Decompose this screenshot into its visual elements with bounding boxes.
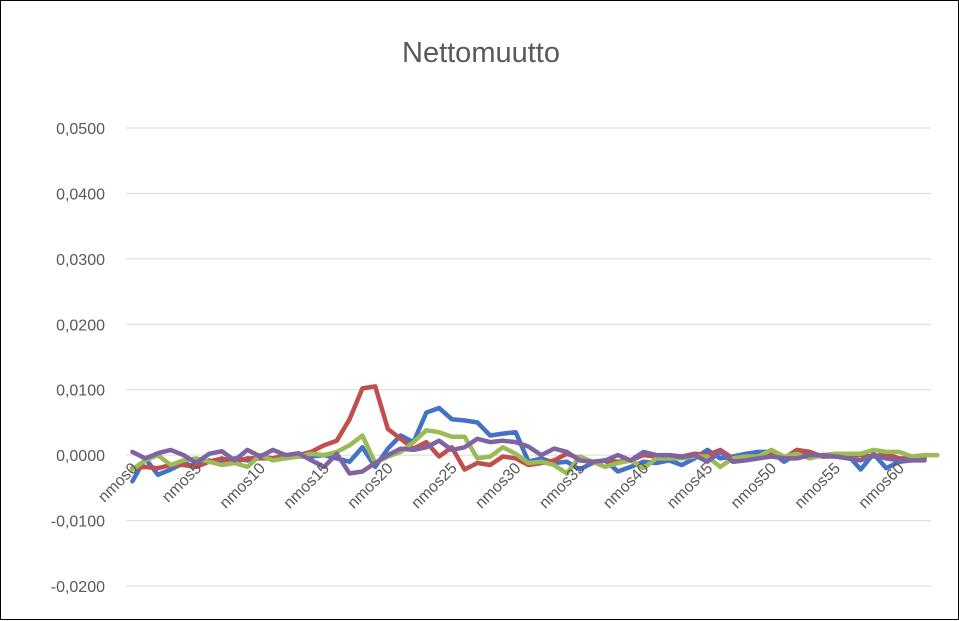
y-tick-label: -0,0200: [51, 579, 105, 596]
gridlines: [126, 127, 931, 587]
series-line-4: [130, 436, 927, 476]
x-tick-label: nmos30: [472, 460, 524, 512]
x-axis-tick-labels: nmos0 nmos5 nmos10 nmos15 nmos20 nmos25 nmos30…: [95, 460, 908, 512]
y-tick-label: 0,0000: [56, 448, 105, 465]
y-tick-label: 0,0100: [56, 383, 105, 400]
x-tick-label: nmos35: [536, 460, 588, 512]
chart-title: Nettomuutto: [402, 37, 560, 69]
y-tick-label: 0,0500: [56, 121, 105, 138]
x-tick-label: nmos45: [664, 460, 716, 512]
y-tick-label: -0,0100: [51, 514, 105, 531]
x-tick-label: nmos55: [792, 460, 844, 512]
plot-area: [130, 384, 940, 484]
x-tick-label: nmos15: [281, 460, 333, 512]
x-tick-label: nmos0: [95, 460, 141, 506]
x-tick-label: nmos50: [728, 460, 780, 512]
x-tick-label: nmos25: [408, 460, 460, 512]
y-axis-tick-labels: 0,0500 0,0400 0,0300 0,0200 0,0100 0,0000 -0,0…: [51, 121, 105, 596]
y-tick-label: 0,0300: [56, 252, 105, 269]
y-tick-label: 0,0400: [56, 186, 105, 203]
y-tick-label: 0,0200: [56, 317, 105, 334]
